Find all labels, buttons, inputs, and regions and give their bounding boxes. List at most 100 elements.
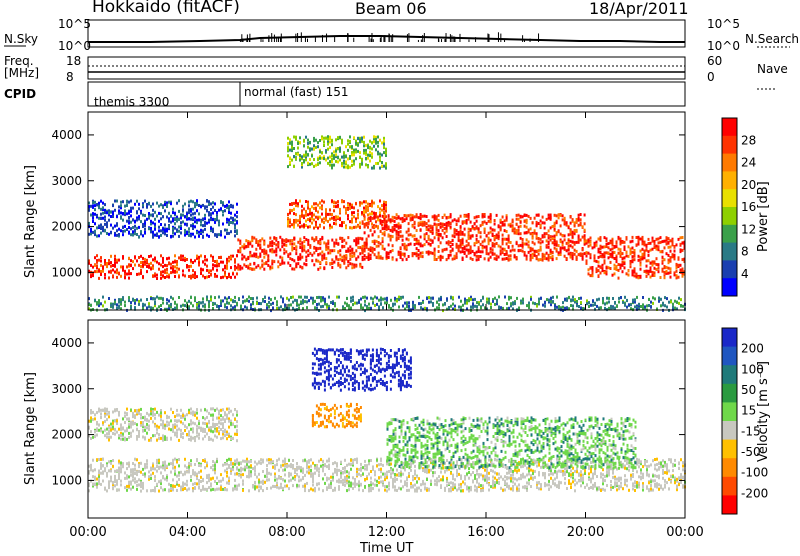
velocity-cell	[216, 476, 218, 479]
power-cell	[430, 225, 432, 228]
power-cell	[556, 296, 558, 299]
power-cell	[375, 162, 377, 165]
power-cell	[118, 272, 120, 275]
power-cell	[311, 222, 313, 225]
power-cell	[132, 234, 134, 237]
power-cell	[554, 224, 556, 227]
power-cell	[220, 261, 222, 264]
power-cell	[188, 204, 190, 207]
power-cell	[316, 296, 318, 299]
power-cell	[432, 297, 434, 300]
power-cell	[198, 235, 200, 238]
velocity-cell	[264, 481, 266, 484]
velocity-cell	[256, 476, 258, 479]
power-cell	[196, 303, 198, 306]
power-cell	[220, 302, 222, 305]
power-cell	[210, 202, 212, 205]
power-cell	[208, 203, 210, 206]
power-cell	[299, 265, 301, 268]
power-cell	[608, 246, 610, 249]
power-cell	[383, 146, 385, 149]
velocity-cell	[288, 475, 290, 478]
power-cell	[319, 157, 321, 160]
velocity-cell	[234, 463, 236, 466]
power-cell	[474, 298, 476, 301]
velocity-cell	[172, 467, 174, 470]
power-cell	[484, 213, 486, 216]
power-cell	[674, 273, 676, 276]
power-cell	[94, 213, 96, 216]
power-cell	[384, 248, 386, 251]
power-cell	[580, 252, 582, 255]
power-cell	[672, 242, 674, 245]
power-cell	[318, 296, 320, 299]
power-cell	[554, 214, 556, 217]
power-cell	[530, 298, 532, 301]
power-cell	[430, 251, 432, 254]
power-cell	[184, 215, 186, 218]
power-cell	[550, 235, 552, 238]
power-cell	[353, 266, 355, 269]
power-cell	[668, 254, 670, 257]
power-cell	[353, 254, 355, 257]
velocity-cell	[118, 488, 120, 491]
power-cell	[670, 271, 672, 274]
velocity-cell	[96, 478, 98, 481]
power-cell	[210, 295, 212, 298]
velocity-cell	[170, 484, 172, 487]
power-cell	[510, 225, 512, 228]
power-cell	[335, 201, 337, 204]
power-cell	[305, 153, 307, 156]
power-cell	[164, 264, 166, 267]
power-cell	[251, 236, 253, 239]
power-cell	[369, 204, 371, 207]
power-cell	[386, 225, 388, 228]
power-cell	[351, 145, 353, 148]
power-cell	[488, 252, 490, 255]
power-cell	[536, 224, 538, 227]
power-cell	[388, 306, 390, 309]
power-cell	[158, 229, 160, 232]
power-cell	[590, 304, 592, 307]
power-cell	[464, 221, 466, 224]
power-cell	[658, 270, 660, 273]
power-cell	[420, 236, 422, 239]
power-cell	[466, 240, 468, 243]
power-cell	[345, 155, 347, 158]
power-cell	[303, 214, 305, 217]
power-cell	[323, 137, 325, 140]
power-cell	[347, 139, 349, 142]
power-cell	[118, 305, 120, 308]
power-cell	[114, 255, 116, 258]
power-cell	[572, 246, 574, 249]
power-cell	[218, 233, 220, 236]
power-cell	[313, 218, 315, 221]
velocity-cell	[148, 478, 150, 481]
power-cell	[164, 229, 166, 232]
power-cell	[307, 207, 309, 210]
power-cell	[540, 238, 542, 241]
power-cell	[128, 299, 130, 302]
power-cell	[538, 241, 540, 244]
power-cell	[576, 220, 578, 223]
power-cell	[554, 304, 556, 307]
power-cell	[269, 237, 271, 240]
power-cell	[239, 268, 241, 271]
velocity-cell	[256, 486, 258, 489]
power-cell	[464, 251, 466, 254]
power-cell	[424, 215, 426, 218]
power-cell	[307, 226, 309, 229]
velocity-cell	[182, 481, 184, 484]
power-cell	[343, 221, 345, 224]
power-cell	[347, 204, 349, 207]
power-cell	[156, 277, 158, 280]
power-cell	[353, 206, 355, 209]
power-cell	[279, 263, 281, 266]
power-cell	[408, 255, 410, 258]
power-cell	[283, 243, 285, 246]
power-cell	[337, 200, 339, 203]
power-cell	[114, 258, 116, 261]
power-cell	[234, 268, 236, 271]
power-cell	[382, 227, 384, 230]
